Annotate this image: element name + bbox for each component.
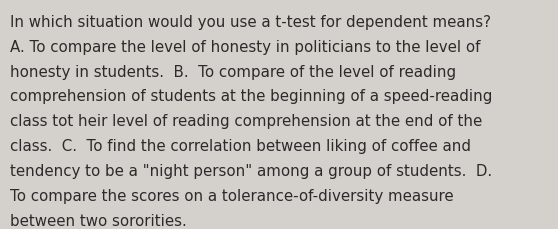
Text: between two sororities.: between two sororities. (10, 213, 187, 228)
Text: comprehension of students at the beginning of a speed-reading: comprehension of students at the beginni… (10, 89, 492, 104)
Text: class.  C.  To find the correlation between liking of coffee and: class. C. To find the correlation betwee… (10, 139, 471, 153)
Text: tendency to be a "night person" among a group of students.  D.: tendency to be a "night person" among a … (10, 163, 492, 178)
Text: A. To compare the level of honesty in politicians to the level of: A. To compare the level of honesty in po… (10, 40, 480, 55)
Text: To compare the scores on a tolerance-of-diversity measure: To compare the scores on a tolerance-of-… (10, 188, 454, 203)
Text: honesty in students.  B.  To compare of the level of reading: honesty in students. B. To compare of th… (10, 64, 456, 79)
Text: In which situation would you use a t-test for dependent means?: In which situation would you use a t-tes… (10, 15, 491, 30)
Text: class tot heir level of reading comprehension at the end of the: class tot heir level of reading comprehe… (10, 114, 482, 129)
